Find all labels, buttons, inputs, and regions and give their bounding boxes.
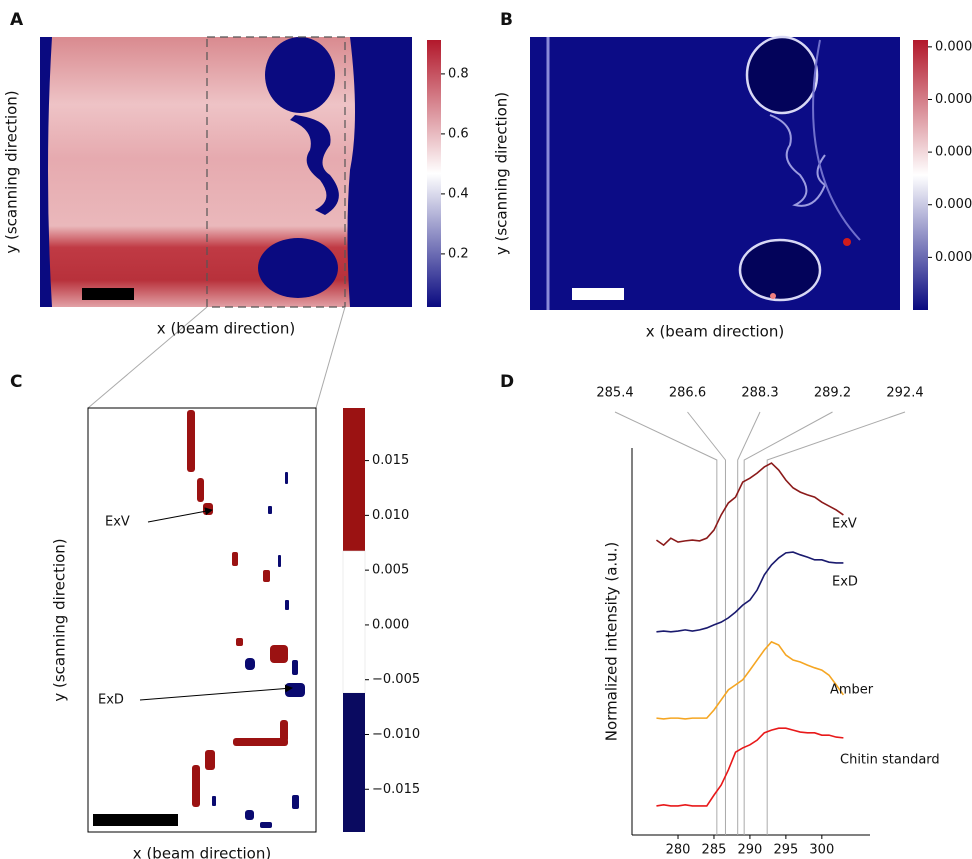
colorbar-tick-label: 0.015 (372, 453, 409, 468)
colorbar-tick-label: 0.0005 (935, 39, 972, 54)
series-label: Amber (830, 683, 874, 698)
x-tick-label: 300 (809, 843, 834, 858)
colorbar-tick-label: 0.4 (448, 186, 469, 201)
heatmap-c (87, 407, 366, 833)
colorbar-tick-label: −0.005 (372, 672, 420, 687)
colorbar-tick-label: 0.0001 (935, 250, 972, 265)
panel-letter: C (10, 372, 22, 392)
y-axis-label: y (scanning direction) (493, 92, 511, 255)
series-label: ExV (832, 517, 857, 532)
peak-label: 285.4 (596, 386, 633, 401)
colorbar-tick-label: 0.0002 (935, 197, 972, 212)
panel-letter: B (500, 10, 513, 30)
x-axis-label: x (beam direction) (646, 323, 784, 341)
peak-line (687, 411, 726, 835)
spectrum-line (656, 640, 845, 720)
peak-line (766, 411, 906, 835)
colorbar-tick-label: −0.010 (372, 727, 420, 742)
peak-line (737, 411, 761, 835)
peak-line (743, 411, 833, 835)
spectrum-line (655, 462, 844, 547)
colorbar-tick-label: 0.010 (372, 508, 409, 523)
series-label: ExD (832, 575, 858, 590)
peak-label: 292.4 (886, 386, 923, 401)
panel-letter: A (10, 10, 24, 30)
y-axis-label: y (scanning direction) (51, 538, 69, 701)
colorbar-tick-label: 0.8 (448, 66, 469, 81)
colorbar-tick-label: 0.0003 (935, 145, 972, 160)
colorbar-tick-label: 0.2 (448, 246, 469, 261)
y-axis-label: y (scanning direction) (3, 90, 21, 253)
heatmap-b (530, 35, 928, 310)
colorbar-tick-label: −0.015 (372, 782, 420, 797)
x-axis-label: x (beam direction) (133, 845, 271, 859)
x-tick-label: 280 (666, 843, 691, 858)
colorbar-tick-label: 0.6 (448, 126, 469, 141)
x-axis-label: x (beam direction) (157, 320, 295, 338)
peak-label: 289.2 (814, 386, 851, 401)
x-tick-label: 295 (773, 843, 798, 858)
y-axis-label: Normalized intensity (a.u.) (603, 542, 621, 742)
colorbar-tick-label: 0.005 (372, 563, 409, 578)
annotation: ExV (105, 515, 130, 530)
spectrum-line (656, 551, 844, 633)
x-tick-label: 290 (738, 843, 763, 858)
heatmap-a (40, 36, 441, 409)
peak-line (614, 411, 718, 835)
peak-label: 286.6 (669, 386, 706, 401)
spectrum-line (656, 727, 844, 807)
x-tick-label: 285 (702, 843, 727, 858)
colorbar-tick-label: 0.0004 (935, 92, 972, 107)
peak-label: 288.3 (741, 386, 778, 401)
annotation: ExD (98, 693, 124, 708)
panel-letter: D (500, 372, 514, 392)
colorbar-tick-label: 0.000 (372, 617, 409, 632)
series-label: Chitin standard (840, 753, 940, 768)
